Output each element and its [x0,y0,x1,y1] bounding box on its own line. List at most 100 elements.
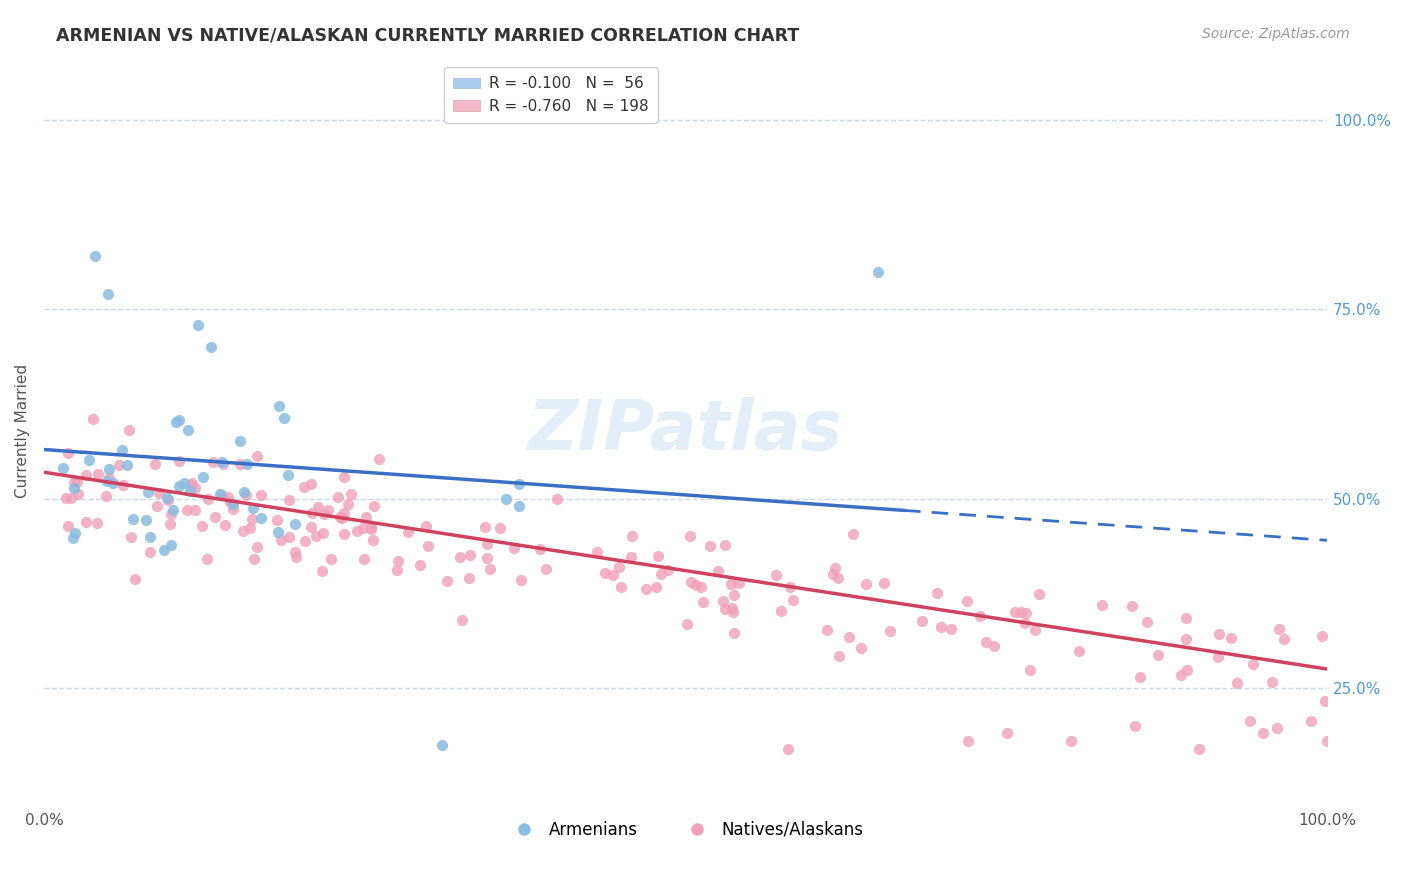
Point [957,734,980,748]
Point [873,576,896,591]
Point [197,492,219,507]
Point [679,575,702,590]
Point [1268,622,1291,636]
Point [62,531,84,545]
Point [267,400,290,414]
Point [1170,667,1192,681]
Point [266,513,288,527]
Point [458,548,481,562]
Point [593,566,616,580]
Point [510,573,533,587]
Point [156,491,179,505]
Point [385,563,408,577]
Y-axis label: Currently Married: Currently Married [15,364,30,498]
Point [1267,721,1289,735]
Point [586,544,609,558]
Point [474,519,496,533]
Point [233,485,256,500]
Point [1091,598,1114,612]
Point [602,567,624,582]
Point [87,467,110,481]
Point [723,626,745,640]
Point [956,594,979,608]
Point [86,516,108,530]
Point [250,511,273,525]
Point [879,624,901,638]
Point [332,470,354,484]
Point [222,497,245,511]
Point [328,490,350,504]
Point [620,549,643,564]
Point [340,487,363,501]
Point [1310,629,1333,643]
Point [75,467,97,482]
Point [354,509,377,524]
Point [1301,714,1323,729]
Point [311,525,333,540]
Point [645,580,668,594]
Point [146,499,169,513]
Point [162,503,184,517]
Text: Source: ZipAtlas.com: Source: ZipAtlas.com [1202,27,1350,41]
Point [77,453,100,467]
Point [1147,648,1170,663]
Point [159,538,181,552]
Point [217,491,239,505]
Point [242,500,264,515]
Point [1135,615,1157,629]
Point [353,551,375,566]
Point [56,446,79,460]
Point [307,500,329,515]
Point [821,567,844,582]
Point [66,475,89,489]
Point [167,479,190,493]
Point [305,529,328,543]
Point [620,529,643,543]
Point [101,475,124,490]
Point [301,506,323,520]
Point [1019,663,1042,677]
Point [111,442,134,457]
Point [657,563,679,577]
Point [488,521,510,535]
Point [1123,719,1146,733]
Point [1188,741,1211,756]
Point [824,561,846,575]
Point [177,424,200,438]
Point [849,641,872,656]
Point [235,488,257,502]
Point [316,502,339,516]
Point [911,614,934,628]
Point [180,477,202,491]
Point [1129,670,1152,684]
Point [1239,714,1261,729]
Point [60,491,83,506]
Point [108,458,131,472]
Point [208,487,231,501]
Point [218,495,240,509]
Point [337,498,360,512]
Point [184,503,207,517]
Point [1175,632,1198,647]
Point [360,520,382,534]
Point [607,559,630,574]
Point [976,634,998,648]
Point [529,541,551,556]
Point [430,738,453,752]
Point [94,489,117,503]
Point [52,461,75,475]
Point [1121,599,1143,614]
Point [211,488,233,502]
Point [714,601,737,615]
Point [415,518,437,533]
Point [449,550,471,565]
Point [294,480,316,494]
Point [983,639,1005,653]
Point [202,455,225,469]
Point [495,491,517,506]
Point [534,562,557,576]
Point [120,530,142,544]
Point [211,457,233,471]
Point [191,519,214,533]
Point [346,524,368,538]
